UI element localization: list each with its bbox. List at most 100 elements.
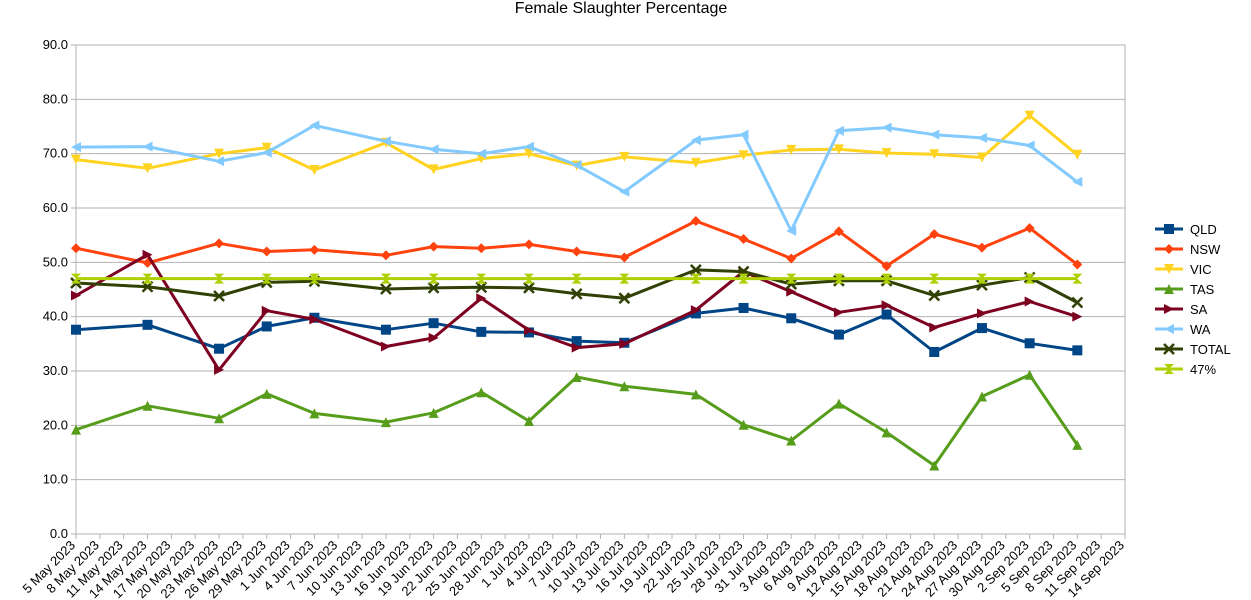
data-point-nsw — [786, 253, 797, 264]
data-point-sa — [309, 314, 320, 325]
data-point-47 — [1024, 273, 1035, 284]
data-point-wa — [976, 132, 987, 143]
data-point-tas — [738, 419, 749, 430]
data-point-47 — [690, 273, 701, 284]
legend-marker-tas — [1164, 284, 1174, 294]
data-point-nsw — [476, 243, 487, 254]
data-point-nsw — [214, 238, 225, 249]
y-tick-label: 70.0 — [43, 146, 68, 161]
data-point-qld — [476, 326, 487, 337]
data-point-tas — [833, 398, 844, 409]
series-wa — [71, 120, 1083, 236]
data-point-wa — [214, 156, 225, 167]
data-point-47 — [476, 273, 487, 284]
data-point-47 — [929, 273, 940, 284]
data-point-nsw — [1024, 223, 1035, 234]
y-tick-label: 80.0 — [43, 91, 68, 106]
legend-marker-sa — [1164, 304, 1174, 314]
data-point-wa — [619, 186, 630, 197]
data-point-total — [785, 278, 798, 290]
data-point-wa — [261, 147, 272, 158]
data-point-sa — [261, 305, 272, 316]
series-line-wa — [75, 123, 1079, 233]
data-point-wa — [571, 160, 582, 171]
data-point-vic — [976, 152, 987, 163]
legend-marker-47 — [1164, 364, 1174, 374]
data-point-tas — [976, 391, 987, 402]
data-point-wa — [833, 125, 844, 136]
data-point-vic — [929, 149, 940, 160]
legend: QLD NSW VIC TAS SA WA TOTAL 47% — [1155, 222, 1231, 377]
series-line-sa — [75, 253, 1078, 372]
data-point-tas — [261, 388, 272, 399]
data-point-vic — [833, 144, 844, 155]
data-point-qld — [738, 302, 749, 313]
data-point-47 — [976, 273, 987, 284]
data-point-wa — [929, 129, 940, 140]
data-point-total — [475, 281, 488, 294]
series-47 — [71, 273, 1083, 284]
data-point-qld — [833, 329, 844, 340]
data-point-qld — [976, 323, 987, 334]
data-point-qld — [929, 346, 940, 357]
data-point-wa — [738, 129, 749, 140]
data-point-nsw — [690, 216, 701, 227]
legend-label-vic: VIC — [1190, 262, 1212, 277]
data-point-total — [1071, 296, 1084, 309]
data-point-vic — [619, 151, 630, 162]
data-point-wa — [428, 144, 439, 155]
data-point-sa — [571, 342, 582, 353]
data-point-wa — [71, 142, 81, 153]
data-point-47 — [619, 273, 630, 284]
data-point-nsw — [833, 226, 844, 237]
data-point-wa — [523, 141, 534, 152]
data-point-tas — [428, 407, 439, 418]
data-point-qld — [380, 324, 391, 335]
y-tick-label: 30.0 — [43, 363, 68, 378]
data-point-sa — [690, 305, 701, 316]
y-tick-label: 60.0 — [43, 200, 68, 215]
y-tick-label: 40.0 — [43, 309, 68, 324]
y-tick-label: 20.0 — [43, 417, 68, 432]
data-point-qld — [786, 313, 797, 324]
data-point-wa — [690, 135, 701, 146]
data-point-tas — [523, 415, 534, 426]
data-point-sa — [380, 341, 391, 352]
data-point-qld — [261, 321, 272, 332]
data-point-47 — [738, 273, 749, 284]
data-point-47 — [428, 273, 439, 284]
data-point-vic — [1072, 149, 1083, 160]
series-sa — [71, 249, 1083, 375]
data-point-total — [928, 289, 941, 302]
data-point-47 — [142, 273, 153, 284]
legend-marker-vic — [1164, 264, 1174, 274]
data-point-wa — [786, 225, 797, 236]
data-point-vic — [261, 142, 272, 153]
legend-marker-wa — [1164, 324, 1174, 334]
legend-label-nsw: NSW — [1190, 242, 1221, 257]
data-point-total — [976, 279, 988, 292]
data-point-sa — [976, 308, 987, 319]
data-point-wa — [476, 148, 487, 159]
data-point-vic — [71, 154, 81, 165]
data-point-nsw — [1072, 259, 1083, 270]
series-tas — [71, 369, 1083, 471]
data-point-tas — [380, 417, 391, 428]
data-point-qld — [142, 319, 153, 330]
data-point-sa — [833, 307, 844, 318]
y-tick-label: 0.0 — [50, 526, 68, 541]
data-point-total — [570, 287, 583, 300]
series-line-total — [75, 268, 1078, 304]
data-point-sa — [428, 332, 439, 343]
data-point-nsw — [571, 246, 582, 257]
data-point-vic — [309, 164, 320, 175]
legend-label-qld: QLD — [1190, 222, 1217, 237]
data-point-nsw — [380, 250, 391, 261]
legend-label-sa: SA — [1190, 302, 1208, 317]
data-point-nsw — [309, 244, 320, 255]
data-point-tas — [142, 400, 153, 411]
data-point-vic — [881, 148, 892, 159]
data-point-sa — [214, 364, 225, 375]
data-point-qld — [881, 309, 892, 320]
